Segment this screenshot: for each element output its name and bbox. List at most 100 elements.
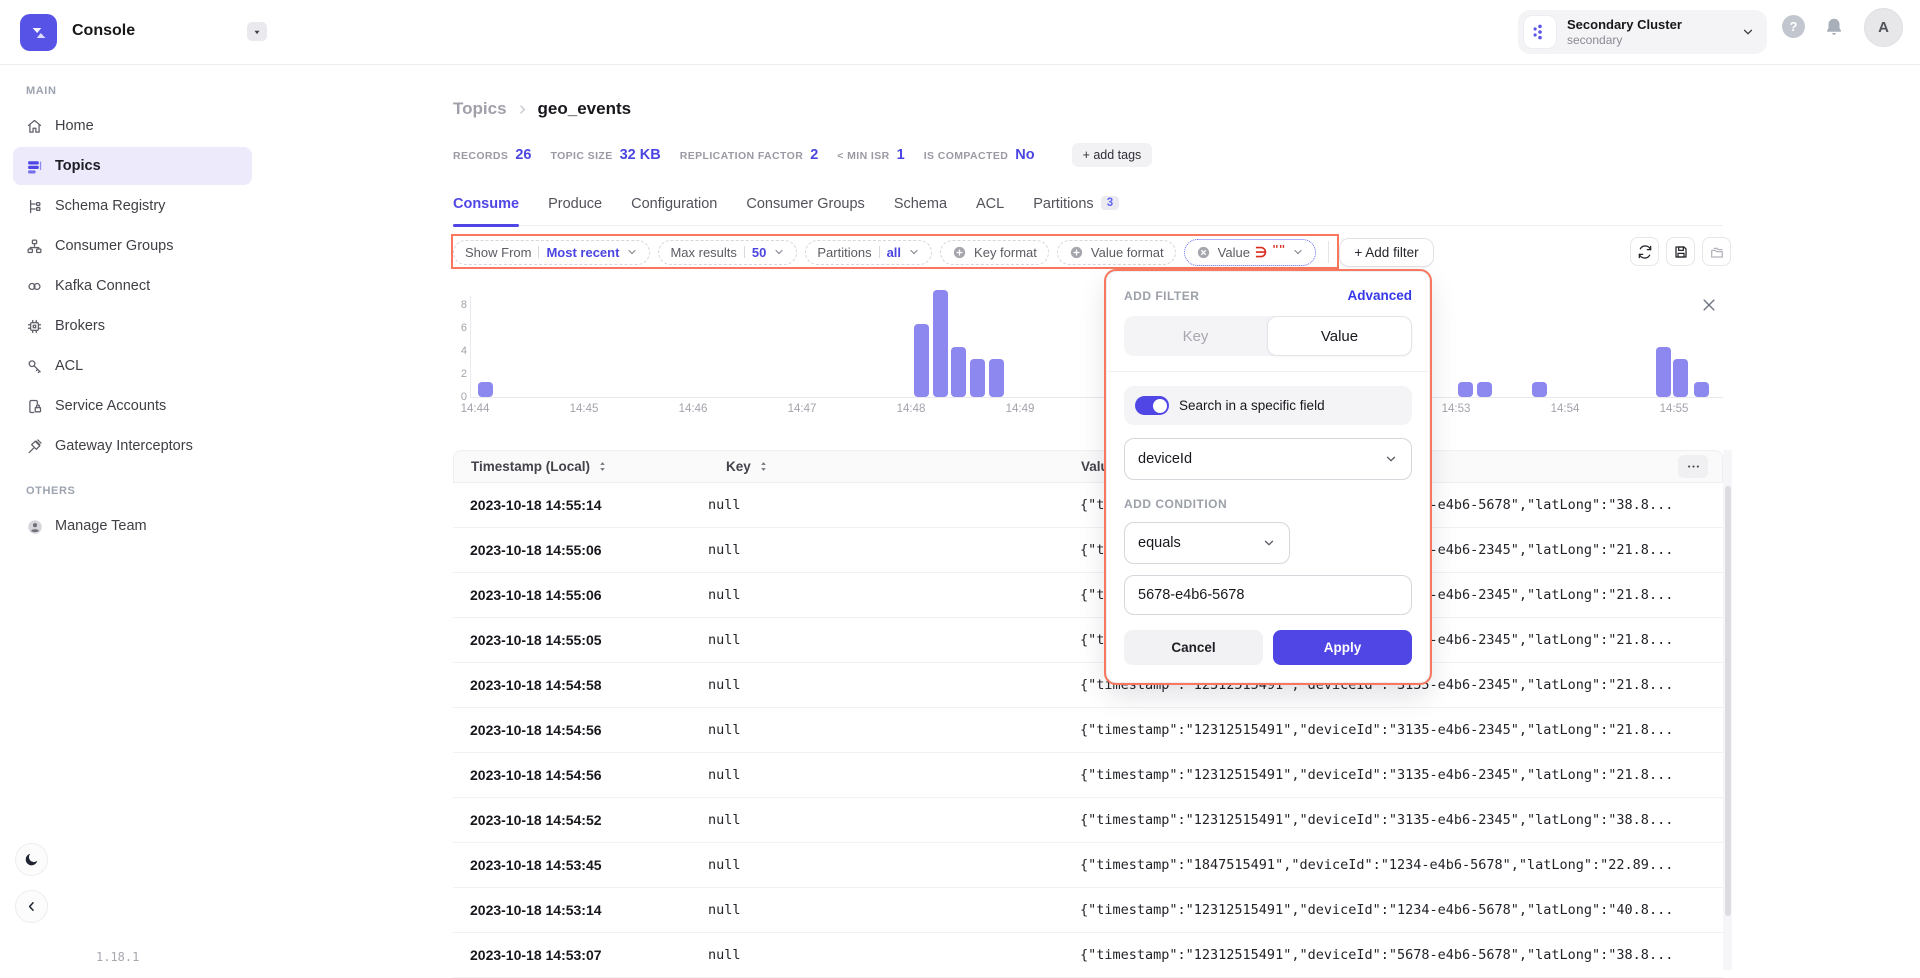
active-value-filter-pill[interactable]: Value ∋ "" xyxy=(1184,239,1317,266)
topic-stats: RECORDS26TOPIC SIZE32 KBREPLICATION FACT… xyxy=(453,143,1152,167)
chart-bar xyxy=(1656,347,1671,397)
scrollbar-thumb[interactable] xyxy=(1725,486,1731,916)
tab-schema[interactable]: Schema xyxy=(894,196,947,225)
tab-consume[interactable]: Consume xyxy=(453,196,519,225)
divider xyxy=(879,246,880,258)
chart-bar xyxy=(1458,382,1473,398)
table-row[interactable]: 2023-10-18 14:54:52null{"timestamp":"123… xyxy=(453,798,1723,843)
column-header-timestamp[interactable]: Timestamp (Local) xyxy=(454,459,709,474)
cell-key: null xyxy=(708,542,1080,558)
cell-key: null xyxy=(708,677,1080,693)
app-switcher-caret-button[interactable] xyxy=(247,22,267,41)
tab-label: Configuration xyxy=(631,196,717,212)
chart-y-tick-label: 2 xyxy=(453,368,467,380)
notifications-bell-icon[interactable] xyxy=(1823,15,1847,39)
filter-pill-partitions[interactable]: Partitionsall xyxy=(805,240,932,265)
sidebar-item-label: Topics xyxy=(55,158,101,174)
table-row[interactable]: 2023-10-18 14:54:56null{"timestamp":"123… xyxy=(453,753,1723,798)
table-row[interactable]: 2023-10-18 14:55:06null{"timestamp":"123… xyxy=(453,573,1723,618)
table-row[interactable]: 2023-10-18 14:55:05null{"timestamp":"123… xyxy=(453,618,1723,663)
sidebar-item-gateway-interceptors[interactable]: Gateway Interceptors xyxy=(13,427,252,465)
console-logo-icon xyxy=(20,14,57,51)
popup-title: ADD FILTER xyxy=(1124,289,1199,303)
table-header-row: Timestamp (Local) Key Value xyxy=(453,450,1723,483)
tab-partitions[interactable]: Partitions3 xyxy=(1033,196,1119,225)
tab-configuration[interactable]: Configuration xyxy=(631,196,717,225)
sidebar-item-topics[interactable]: Topics xyxy=(13,147,252,185)
tab-value[interactable]: Value xyxy=(1267,316,1412,356)
user-avatar[interactable]: A xyxy=(1864,8,1903,47)
save-view-button[interactable] xyxy=(1666,237,1695,266)
cluster-name: Secondary Cluster xyxy=(1567,17,1741,33)
cell-value: {"timestamp":"12312515491","deviceId":"3… xyxy=(1080,767,1723,783)
table-row[interactable]: 2023-10-18 14:53:45null{"timestamp":"184… xyxy=(453,843,1723,888)
sidebar-item-kafka-connect[interactable]: Kafka Connect xyxy=(13,267,252,305)
divider xyxy=(744,246,745,258)
filter-operand: "" xyxy=(1272,243,1285,256)
sidebar-item-service-accounts[interactable]: Service Accounts xyxy=(13,387,252,425)
refresh-icon xyxy=(1637,244,1653,260)
table-row[interactable]: 2023-10-18 14:55:14null{"timestamp":"123… xyxy=(453,483,1723,528)
condition-value-input[interactable] xyxy=(1124,575,1412,615)
table-row[interactable]: 2023-10-18 14:53:14null{"timestamp":"123… xyxy=(453,888,1723,933)
moon-icon xyxy=(23,851,40,868)
sidebar-section-label-main: MAIN xyxy=(26,85,265,97)
sidebar-item-brokers[interactable]: Brokers xyxy=(13,307,252,345)
tab-acl[interactable]: ACL xyxy=(976,196,1004,225)
help-button[interactable]: ? xyxy=(1782,15,1805,38)
stat-value: No xyxy=(1015,147,1034,163)
table-row[interactable]: 2023-10-18 14:54:56null{"timestamp":"123… xyxy=(453,708,1723,753)
pill-value: Most recent xyxy=(546,245,619,260)
cell-key: null xyxy=(708,632,1080,648)
table-row[interactable]: 2023-10-18 14:54:58null{"timestamp":"123… xyxy=(453,663,1723,708)
advanced-link[interactable]: Advanced xyxy=(1347,288,1412,303)
consumer-groups-icon xyxy=(26,238,43,255)
dark-mode-toggle-button[interactable] xyxy=(15,843,48,876)
table-options-button[interactable] xyxy=(1678,455,1708,478)
stat-value: 32 KB xyxy=(620,147,661,163)
close-chart-button[interactable] xyxy=(1700,296,1718,314)
chevron-left-icon xyxy=(24,899,39,914)
sidebar-item-schema-registry[interactable]: Schema Registry xyxy=(13,187,252,225)
cell-timestamp: 2023-10-18 14:54:56 xyxy=(453,722,708,738)
table-row[interactable]: 2023-10-18 14:53:07null{"timestamp":"123… xyxy=(453,933,1723,978)
chevron-right-icon xyxy=(516,103,529,116)
field-select[interactable]: deviceId xyxy=(1124,438,1412,480)
chart-x-axis xyxy=(470,397,1723,398)
saved-views-folder-button[interactable] xyxy=(1702,237,1731,266)
cluster-selector[interactable]: Secondary Cluster secondary xyxy=(1518,10,1767,54)
filter-pill-value-format[interactable]: Value format xyxy=(1057,240,1176,265)
sort-icon xyxy=(596,460,609,473)
tab-label: Consumer Groups xyxy=(746,196,864,212)
cell-timestamp: 2023-10-18 14:54:52 xyxy=(453,812,708,828)
cell-timestamp: 2023-10-18 14:54:58 xyxy=(453,677,708,693)
stat-value: 2 xyxy=(810,147,818,163)
filter-pill-key-format[interactable]: Key format xyxy=(940,240,1049,265)
tab-produce[interactable]: Produce xyxy=(548,196,602,225)
table-row[interactable]: 2023-10-18 14:55:06null{"timestamp":"123… xyxy=(453,528,1723,573)
breadcrumb-topics-link[interactable]: Topics xyxy=(453,99,507,119)
cell-timestamp: 2023-10-18 14:53:14 xyxy=(453,902,708,918)
cancel-button[interactable]: Cancel xyxy=(1124,630,1263,665)
collapse-sidebar-button[interactable] xyxy=(15,890,48,923)
filter-pill-max-results[interactable]: Max results50 xyxy=(658,240,797,265)
filter-pill-show-from[interactable]: Show FromMost recent xyxy=(453,240,650,265)
apply-button[interactable]: Apply xyxy=(1273,630,1412,665)
chart-bar xyxy=(989,359,1004,398)
sidebar-item-acl[interactable]: ACL xyxy=(13,347,252,385)
sidebar-item-consumer-groups[interactable]: Consumer Groups xyxy=(13,227,252,265)
column-header-key[interactable]: Key xyxy=(709,459,1081,474)
search-specific-field-toggle[interactable] xyxy=(1135,396,1169,415)
sidebar-item-label: ACL xyxy=(55,358,83,374)
table-scrollbar[interactable] xyxy=(1723,450,1732,970)
cell-timestamp: 2023-10-18 14:55:05 xyxy=(453,632,708,648)
sidebar-item-manage-team[interactable]: Manage Team xyxy=(13,507,252,545)
refresh-button[interactable] xyxy=(1630,237,1659,266)
add-filter-button[interactable]: + Add filter xyxy=(1339,238,1433,267)
tab-consumer-groups[interactable]: Consumer Groups xyxy=(746,196,864,225)
add-tags-button[interactable]: + add tags xyxy=(1072,143,1153,167)
tab-key[interactable]: Key xyxy=(1124,316,1267,356)
condition-operator-select[interactable]: equals xyxy=(1124,522,1290,564)
sidebar-item-home[interactable]: Home xyxy=(13,107,252,145)
sidebar-item-label: Home xyxy=(55,118,94,134)
